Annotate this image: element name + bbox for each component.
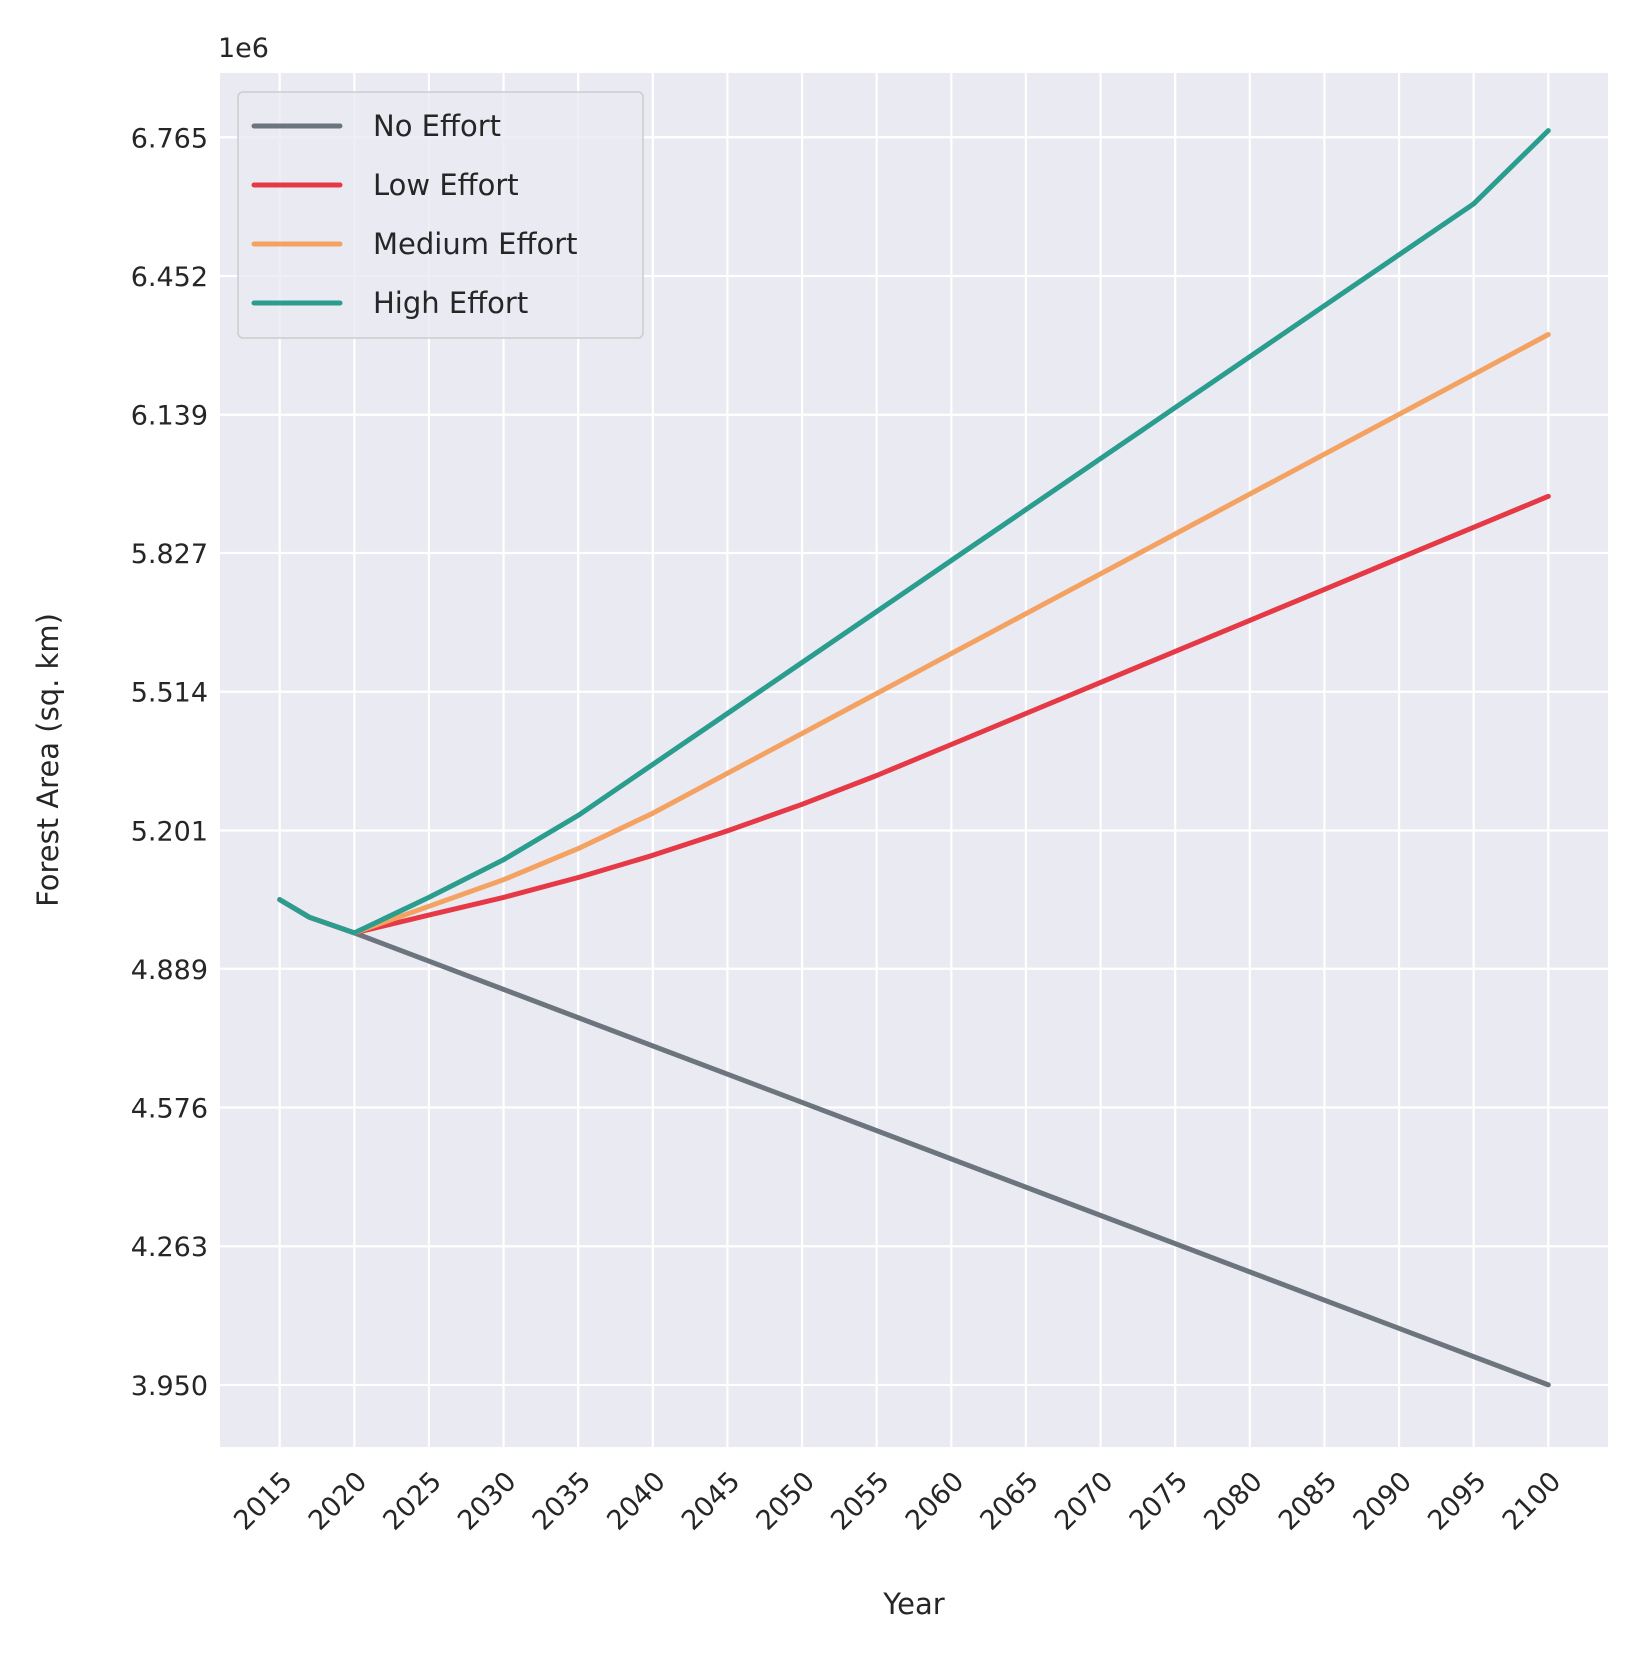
y-tick-label: 5.827 xyxy=(131,539,208,570)
y-axis-label: Forest Area (sq. km) xyxy=(31,613,65,907)
legend-label: High Effort xyxy=(373,286,528,320)
y-tick-label: 4.889 xyxy=(131,955,208,986)
y-tick-label: 4.576 xyxy=(131,1093,208,1124)
series-lines xyxy=(277,128,1551,1388)
y-offset-text: 1e6 xyxy=(218,33,269,64)
series-line xyxy=(277,493,1551,936)
y-tick-label: 3.950 xyxy=(131,1371,208,1402)
y-tick-label: 6.452 xyxy=(131,262,208,293)
series-line xyxy=(277,332,1551,936)
legend-label: Low Effort xyxy=(373,168,519,202)
y-gridlines xyxy=(220,136,1608,1387)
y-tick-label: 5.514 xyxy=(131,678,208,709)
legend: No Effort Low Effort Medium Effort High Eff… xyxy=(237,91,644,339)
legend-label: No Effort xyxy=(373,109,501,143)
y-tick-label: 5.201 xyxy=(131,816,208,847)
y-tick-labels: 3.950 4.263 4.576 4.889 5.201 5.514 5.827 6.139… xyxy=(131,123,208,1402)
legend-label: Medium Effort xyxy=(373,227,578,261)
x-axis-label: Year xyxy=(882,1587,944,1621)
y-tick-label: 6.139 xyxy=(131,401,208,432)
y-tick-label: 6.765 xyxy=(131,123,208,154)
y-tick-label: 4.263 xyxy=(131,1232,208,1263)
series-line xyxy=(277,128,1551,936)
legend-box xyxy=(237,91,644,339)
